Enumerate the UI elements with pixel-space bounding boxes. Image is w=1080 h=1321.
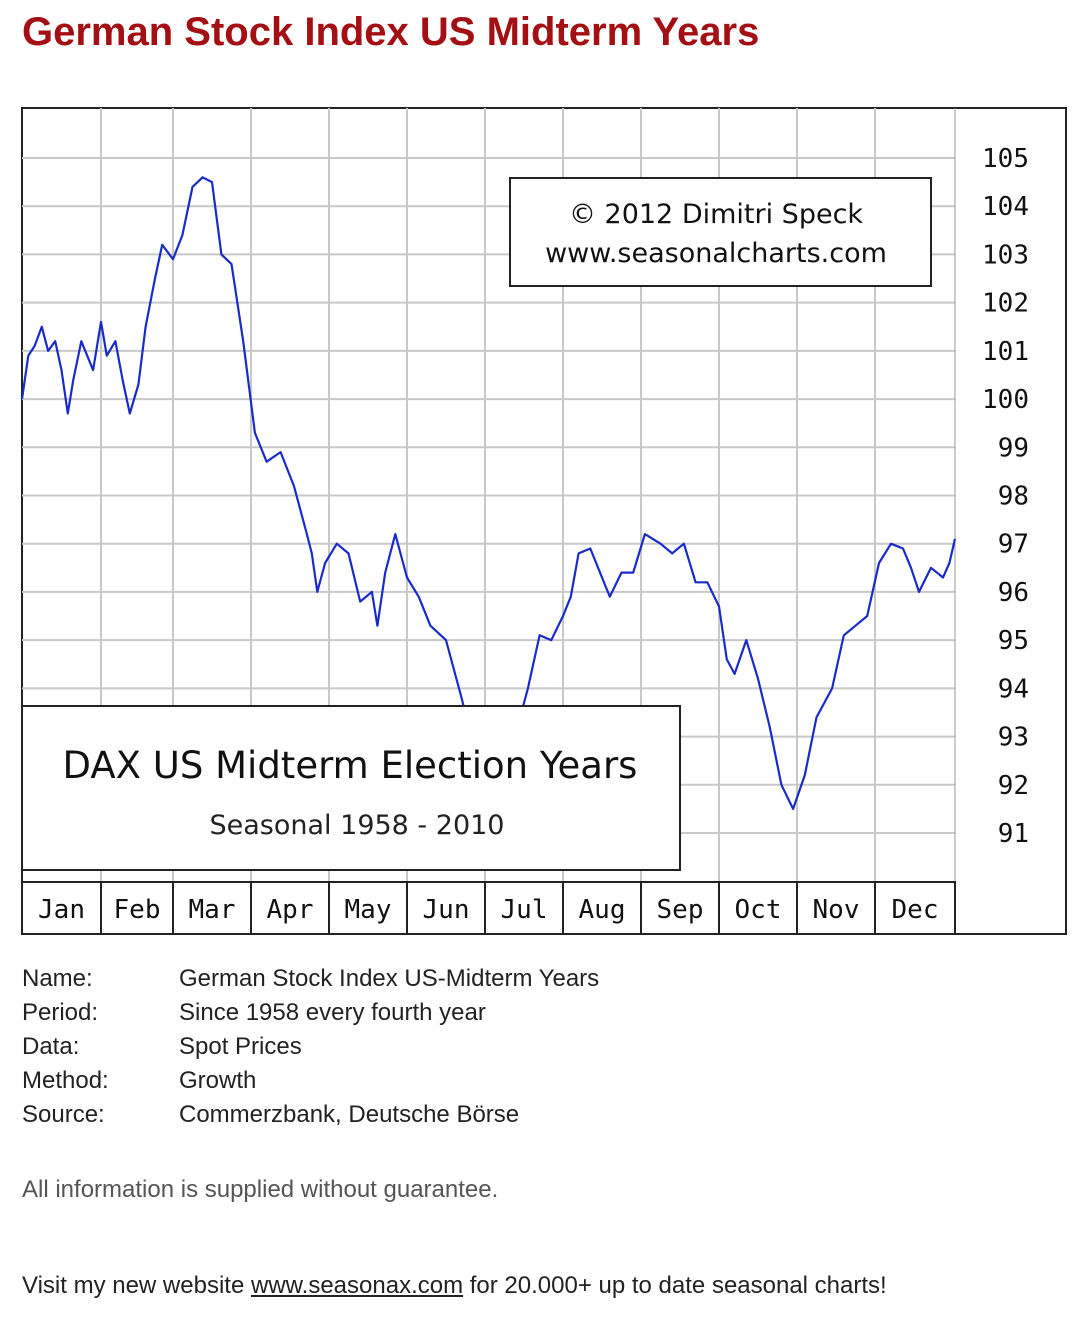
- y-tick-label: 99: [998, 433, 1029, 463]
- y-tick-label: 102: [982, 289, 1029, 319]
- month-bar: [21, 881, 956, 935]
- info-value: German Stock Index US-Midterm Years: [179, 965, 600, 992]
- copyright-line: © 2012 Dimitri Speck: [569, 199, 863, 230]
- y-tick-label: 100: [982, 385, 1029, 415]
- month-label: May: [345, 895, 392, 925]
- chart-subtitle: Seasonal 1958 - 2010: [210, 810, 505, 841]
- seasonax-link[interactable]: www.seasonax.com: [250, 1272, 464, 1299]
- y-tick-label: 104: [982, 192, 1029, 222]
- month-label: Apr: [267, 895, 314, 925]
- month-label: Oct: [735, 895, 782, 925]
- info-label: Source:: [22, 1101, 105, 1128]
- seasonal-chart: 105 104 103 102 101 100 99 98 97 96 95 94 93 92 91 Jan…: [20, 107, 1067, 935]
- chart-title: DAX US Midterm Election Years: [63, 744, 638, 787]
- y-tick-label: 95: [998, 626, 1029, 656]
- info-value: Commerzbank, Deutsche Börse: [179, 1101, 520, 1128]
- month-label: Feb: [114, 895, 161, 925]
- y-tick-label: 97: [998, 530, 1029, 560]
- info-row: Data: Spot Prices: [22, 1030, 599, 1064]
- y-tick-label: 92: [998, 771, 1029, 801]
- y-tick-label: 94: [998, 674, 1029, 704]
- month-label: Aug: [579, 895, 626, 925]
- disclaimer: All information is supplied without guar…: [22, 1176, 499, 1203]
- info-value: Growth: [179, 1067, 257, 1094]
- y-tick-label: 98: [998, 482, 1029, 512]
- y-tick-label: 103: [982, 240, 1029, 270]
- month-label: Jan: [38, 895, 85, 925]
- copyright-box: [509, 177, 932, 287]
- info-label: Period:: [22, 999, 99, 1026]
- promo-text: Visit my new website www.seasonax.com fo…: [22, 1272, 887, 1300]
- info-table: Name: German Stock Index US-Midterm Years…: [22, 962, 599, 1132]
- info-label: Method:: [22, 1067, 109, 1094]
- info-label: Data:: [22, 1033, 80, 1060]
- promo-before: Visit my new website: [22, 1272, 251, 1299]
- y-tick-label: 105: [982, 144, 1029, 174]
- dax-seasonal-line: [20, 176, 957, 811]
- info-value: Spot Prices: [179, 1033, 302, 1060]
- month-label: Mar: [189, 895, 236, 925]
- copyright-url: www.seasonalcharts.com: [545, 238, 887, 269]
- y-tick-label: 93: [998, 723, 1029, 753]
- y-tick-label: 96: [998, 578, 1029, 608]
- info-row: Source: Commerzbank, Deutsche Börse: [22, 1098, 599, 1132]
- info-row: Period: Since 1958 every fourth year: [22, 996, 599, 1030]
- y-tick-label: 91: [998, 819, 1029, 849]
- y-tick-label: 101: [982, 337, 1029, 367]
- info-label: Name:: [22, 965, 93, 992]
- chart-title-box: [21, 705, 681, 871]
- month-label: Nov: [813, 895, 860, 925]
- promo-after: for 20.000+ up to date seasonal charts!: [463, 1272, 887, 1299]
- page-title: German Stock Index US Midterm Years: [22, 10, 760, 54]
- month-label: Jul: [501, 895, 548, 925]
- info-row: Name: German Stock Index US-Midterm Years: [22, 962, 599, 996]
- month-label: Sep: [657, 895, 704, 925]
- info-row: Method: Growth: [22, 1064, 599, 1098]
- info-value: Since 1958 every fourth year: [179, 999, 486, 1026]
- month-label: Jun: [423, 895, 470, 925]
- month-label: Dec: [892, 895, 939, 925]
